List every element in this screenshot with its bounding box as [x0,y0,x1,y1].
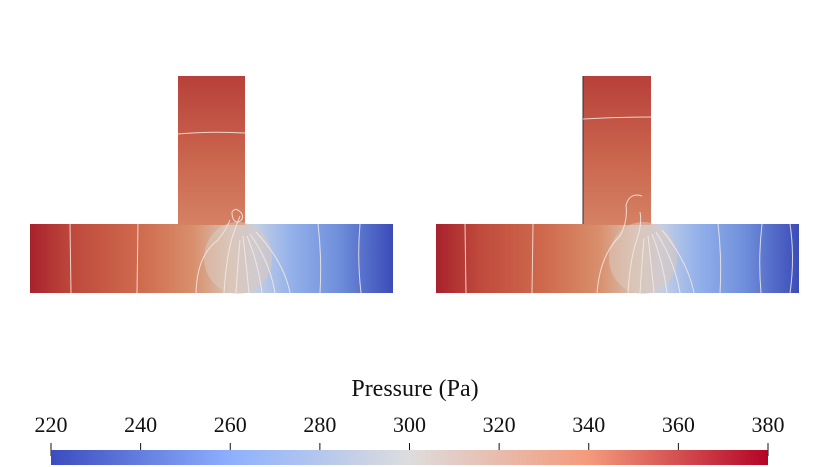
colorbar-tick-label-220: 220 [35,412,68,437]
colorbar-title: Pressure (Pa) [351,376,478,402]
right-branch [583,76,651,225]
colorbar-tick-label-260: 260 [214,412,247,437]
colorbar-tick-label-360: 360 [662,412,695,437]
colorbar-ticks: 220 240 260 280 300 320 340 360 380 [35,412,785,456]
left-isobar-contours [69,131,362,294]
right-junction-mixing-zone [609,222,677,294]
right-isobar-contours [464,116,793,294]
right-t-junction [436,76,799,294]
colorbar-gradient [51,450,768,465]
colorbar-tick-label-280: 280 [303,412,336,437]
left-branch [178,76,245,225]
colorbar-tick-label-340: 340 [572,412,605,437]
colorbar-tick-label-300: 300 [393,412,426,437]
left-t-junction [30,76,393,294]
colorbar-tick-label-240: 240 [124,412,157,437]
colorbar-tick-label-380: 380 [752,412,785,437]
colorbar-tick-label-320: 320 [483,412,516,437]
colorbar: Pressure (Pa) 220 240 260 280 300 320 340 360 38… [35,376,785,465]
